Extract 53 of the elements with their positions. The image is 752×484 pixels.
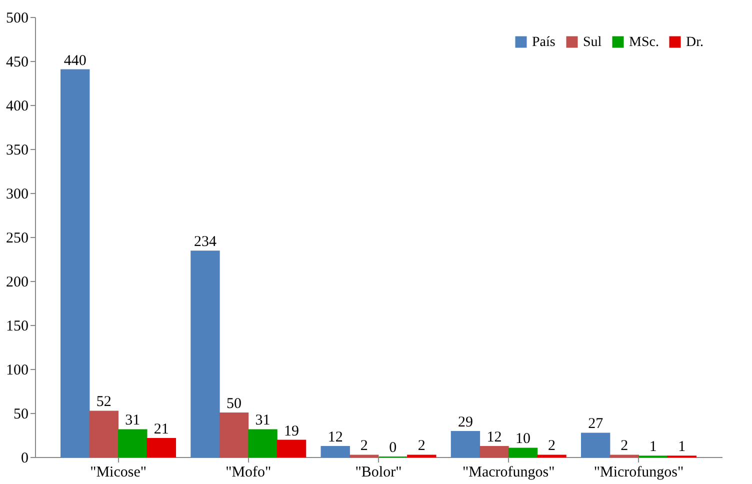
bar [219, 412, 249, 458]
y-tick-label: 350 [6, 142, 28, 158]
x-tick-label: "Microfungos" [594, 464, 684, 480]
y-tick-label: 500 [6, 10, 28, 26]
bar [60, 69, 90, 458]
x-tick-label: "Micose" [90, 464, 146, 480]
y-tick-label: 400 [6, 98, 28, 114]
bar [508, 448, 538, 458]
data-label: 440 [64, 52, 86, 69]
legend-label: Sul [583, 35, 602, 50]
y-tick-label: 200 [6, 274, 28, 290]
y-tick-label: 450 [6, 54, 28, 70]
bar [248, 429, 278, 458]
bar [480, 446, 509, 458]
data-label: 1 [678, 439, 686, 456]
data-label: 29 [458, 414, 473, 430]
data-label: 31 [125, 412, 140, 429]
data-label: 2 [548, 438, 556, 454]
data-label: 52 [96, 394, 112, 410]
data-label: 10 [516, 431, 530, 448]
data-label: 1 [649, 439, 657, 456]
y-tick-label: 250 [6, 230, 28, 246]
data-label: 2 [360, 438, 368, 454]
x-tick-label: "Bolor" [355, 464, 402, 480]
legend-label: MSc. [629, 35, 659, 50]
legend-label: País [532, 35, 556, 50]
bar [190, 250, 220, 458]
data-label: 2 [418, 438, 426, 454]
legend-label: Dr. [686, 35, 704, 50]
data-label: 50 [226, 396, 242, 412]
bar [89, 410, 118, 458]
data-label: 21 [154, 422, 169, 438]
bar [118, 429, 148, 458]
bar [276, 440, 306, 458]
data-label: 27 [588, 416, 604, 432]
data-label: 234 [194, 234, 217, 250]
x-tick-label: "Mofo" [226, 464, 272, 480]
data-label: 19 [284, 423, 300, 440]
bar [146, 438, 176, 458]
y-tick-label: 150 [6, 318, 28, 334]
y-tick-label: 0 [21, 450, 28, 466]
bar [580, 432, 610, 458]
data-label: 31 [255, 412, 270, 429]
y-tick-label: 50 [14, 406, 28, 422]
y-tick-label: 300 [6, 186, 28, 202]
data-label: 12 [486, 429, 502, 446]
bar [450, 430, 480, 458]
data-label: 2 [620, 438, 628, 454]
x-tick-label: "Macrofungos" [462, 464, 555, 480]
data-label: 12 [328, 429, 343, 446]
data-label: 0 [389, 440, 397, 456]
bar [320, 446, 350, 458]
y-tick-label: 100 [6, 362, 28, 378]
